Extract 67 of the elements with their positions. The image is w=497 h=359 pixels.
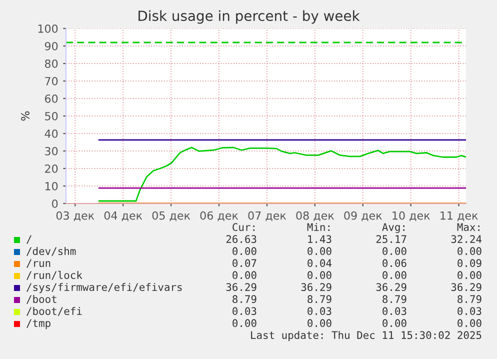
y-tick-label: 80 [44, 59, 58, 68]
y-tick-label: 10 [45, 182, 58, 190]
x-tick-label: 03 дек [56, 211, 94, 222]
text: 36.29 [376, 283, 406, 292]
text: 0.03 [232, 307, 256, 316]
legend-label: /boot [26, 294, 56, 304]
text: 8.79 [308, 295, 332, 304]
text: 1.43 [308, 235, 332, 244]
text: 0.00 [308, 319, 332, 328]
x-tick-label: 04 дек [104, 211, 142, 222]
text: 0.00 [458, 247, 482, 256]
text: 0.03 [382, 307, 406, 316]
x-tick-label: 09 дек [344, 211, 382, 222]
x-tick-label: 11 дек [440, 211, 478, 222]
text: 32.24 [451, 235, 482, 244]
text: 0.00 [458, 271, 482, 280]
y-tick-label: 40 [44, 129, 58, 138]
text: 0.00 [308, 247, 332, 256]
text: 8.79 [382, 295, 406, 304]
x-tick-label: 08 дек [296, 211, 334, 222]
text: 0.07 [232, 259, 256, 268]
text: Min: [307, 222, 330, 231]
y-axis-title: % [21, 111, 30, 121]
x-tick-label: 10 дек [392, 211, 430, 222]
text: Last update: Thu Dec 11 15:30:02 2025 [251, 330, 482, 342]
y-tick-label: 20 [45, 164, 58, 173]
legend-label: /boot/efi [26, 306, 82, 316]
text: Max: [457, 223, 480, 232]
y-tick-label: 90 [44, 42, 58, 50]
y-tick-label: 70 [45, 76, 58, 86]
text: 0.00 [382, 247, 406, 256]
legend-label: /dev/shm [26, 246, 76, 256]
text: Cur: [232, 223, 254, 232]
x-tick-label: 07 дек [248, 211, 286, 222]
text: 0.03 [308, 307, 332, 316]
text: 8.79 [458, 295, 482, 304]
text: 36.29 [226, 283, 256, 292]
text: 0.00 [382, 319, 406, 328]
x-tick-label: 05 дек [152, 211, 190, 222]
y-tick-label: 100 [38, 24, 58, 33]
x-tick-label: 06 дек [200, 211, 238, 222]
text: 26.63 [226, 235, 256, 244]
y-tick-label: 50 [45, 112, 58, 120]
text: 36.29 [451, 283, 482, 292]
text: 8.79 [232, 295, 256, 304]
text: Avg: [382, 223, 404, 234]
y-tick-label: 0 [52, 199, 58, 208]
text: 0.06 [382, 259, 406, 268]
legend-label: /run [26, 259, 50, 268]
text: 0.00 [232, 319, 256, 328]
legend-label: /tmp [26, 319, 50, 330]
text: 25.17 [376, 235, 406, 244]
text: 0.00 [382, 271, 406, 280]
text: 0.00 [458, 319, 482, 328]
text: 36.29 [301, 283, 332, 292]
text: 0.00 [232, 247, 256, 256]
text: 0.00 [308, 271, 332, 280]
y-tick-label: 60 [45, 94, 58, 103]
legend-label: / [26, 235, 32, 244]
legend-label: /run/lock [26, 270, 82, 280]
text: 0.00 [232, 271, 256, 280]
chart-title: Disk usage in percent - by week [138, 10, 360, 24]
text: 0.03 [458, 307, 482, 316]
text: 0.09 [458, 259, 482, 268]
text: 0.04 [308, 259, 332, 268]
y-tick-label: 30 [45, 146, 58, 156]
legend-label: /sys/firmware/efi/efivars [26, 282, 182, 294]
